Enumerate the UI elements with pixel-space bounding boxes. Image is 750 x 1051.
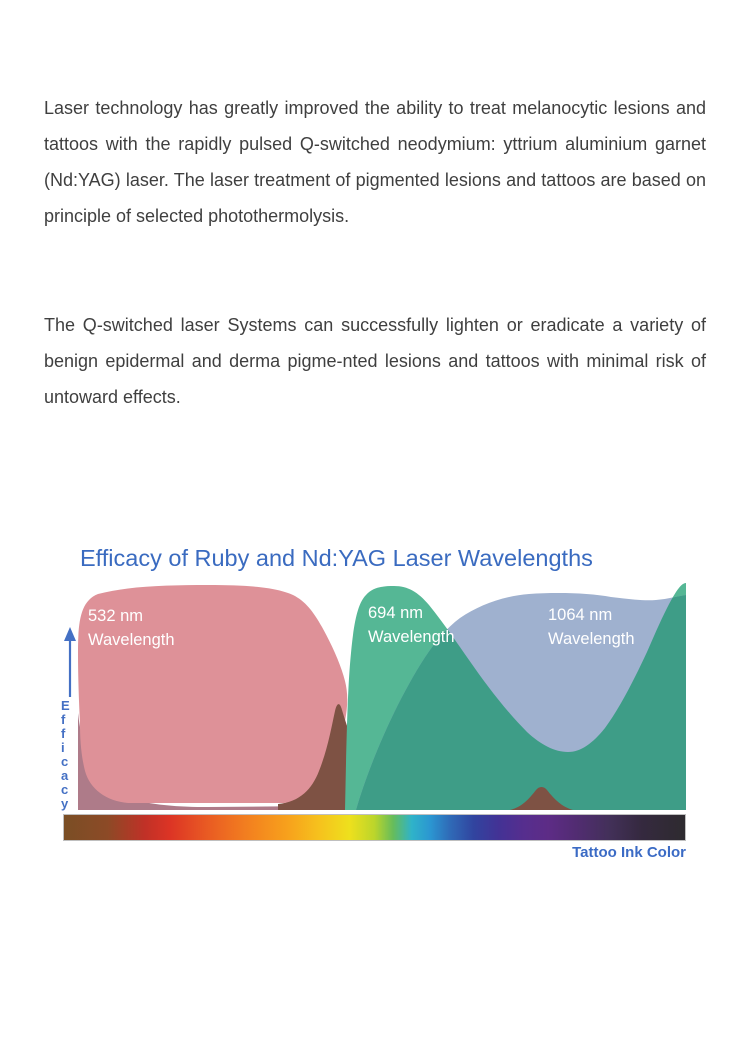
paragraph-qswitched-systems: The Q-switched laser Systems can success… bbox=[44, 315, 706, 407]
area-brown-bump bbox=[510, 787, 573, 810]
x-axis-label: Tattoo Ink Color bbox=[572, 844, 686, 861]
figure-laser-efficacy-chart: 532 nm Wavelength 694 nm Wavelength 1064… bbox=[58, 583, 690, 865]
series-sublabel-694nm: Wavelength bbox=[368, 628, 455, 646]
series-label-1064nm: 1064 nm bbox=[548, 606, 612, 624]
series-label-694nm: 694 nm bbox=[368, 604, 423, 622]
area-brown-left-overlap bbox=[78, 713, 316, 810]
paragraph-laser-technology: Laser technology has greatly improved th… bbox=[44, 98, 706, 226]
efficacy-axis-arrow-icon bbox=[64, 627, 76, 697]
tattoo-ink-color-spectrum-bar bbox=[63, 814, 686, 841]
efficacy-curves-plot: 532 nm Wavelength 694 nm Wavelength 1064… bbox=[78, 583, 686, 810]
y-axis-label: Efficacy bbox=[61, 698, 73, 811]
series-sublabel-1064nm: Wavelength bbox=[548, 630, 635, 648]
figure-title: Efficacy of Ruby and Nd:YAG Laser Wavele… bbox=[80, 545, 593, 571]
series-label-532nm: 532 nm bbox=[88, 607, 143, 625]
area-532nm bbox=[78, 585, 348, 803]
series-sublabel-532nm: Wavelength bbox=[88, 631, 175, 649]
